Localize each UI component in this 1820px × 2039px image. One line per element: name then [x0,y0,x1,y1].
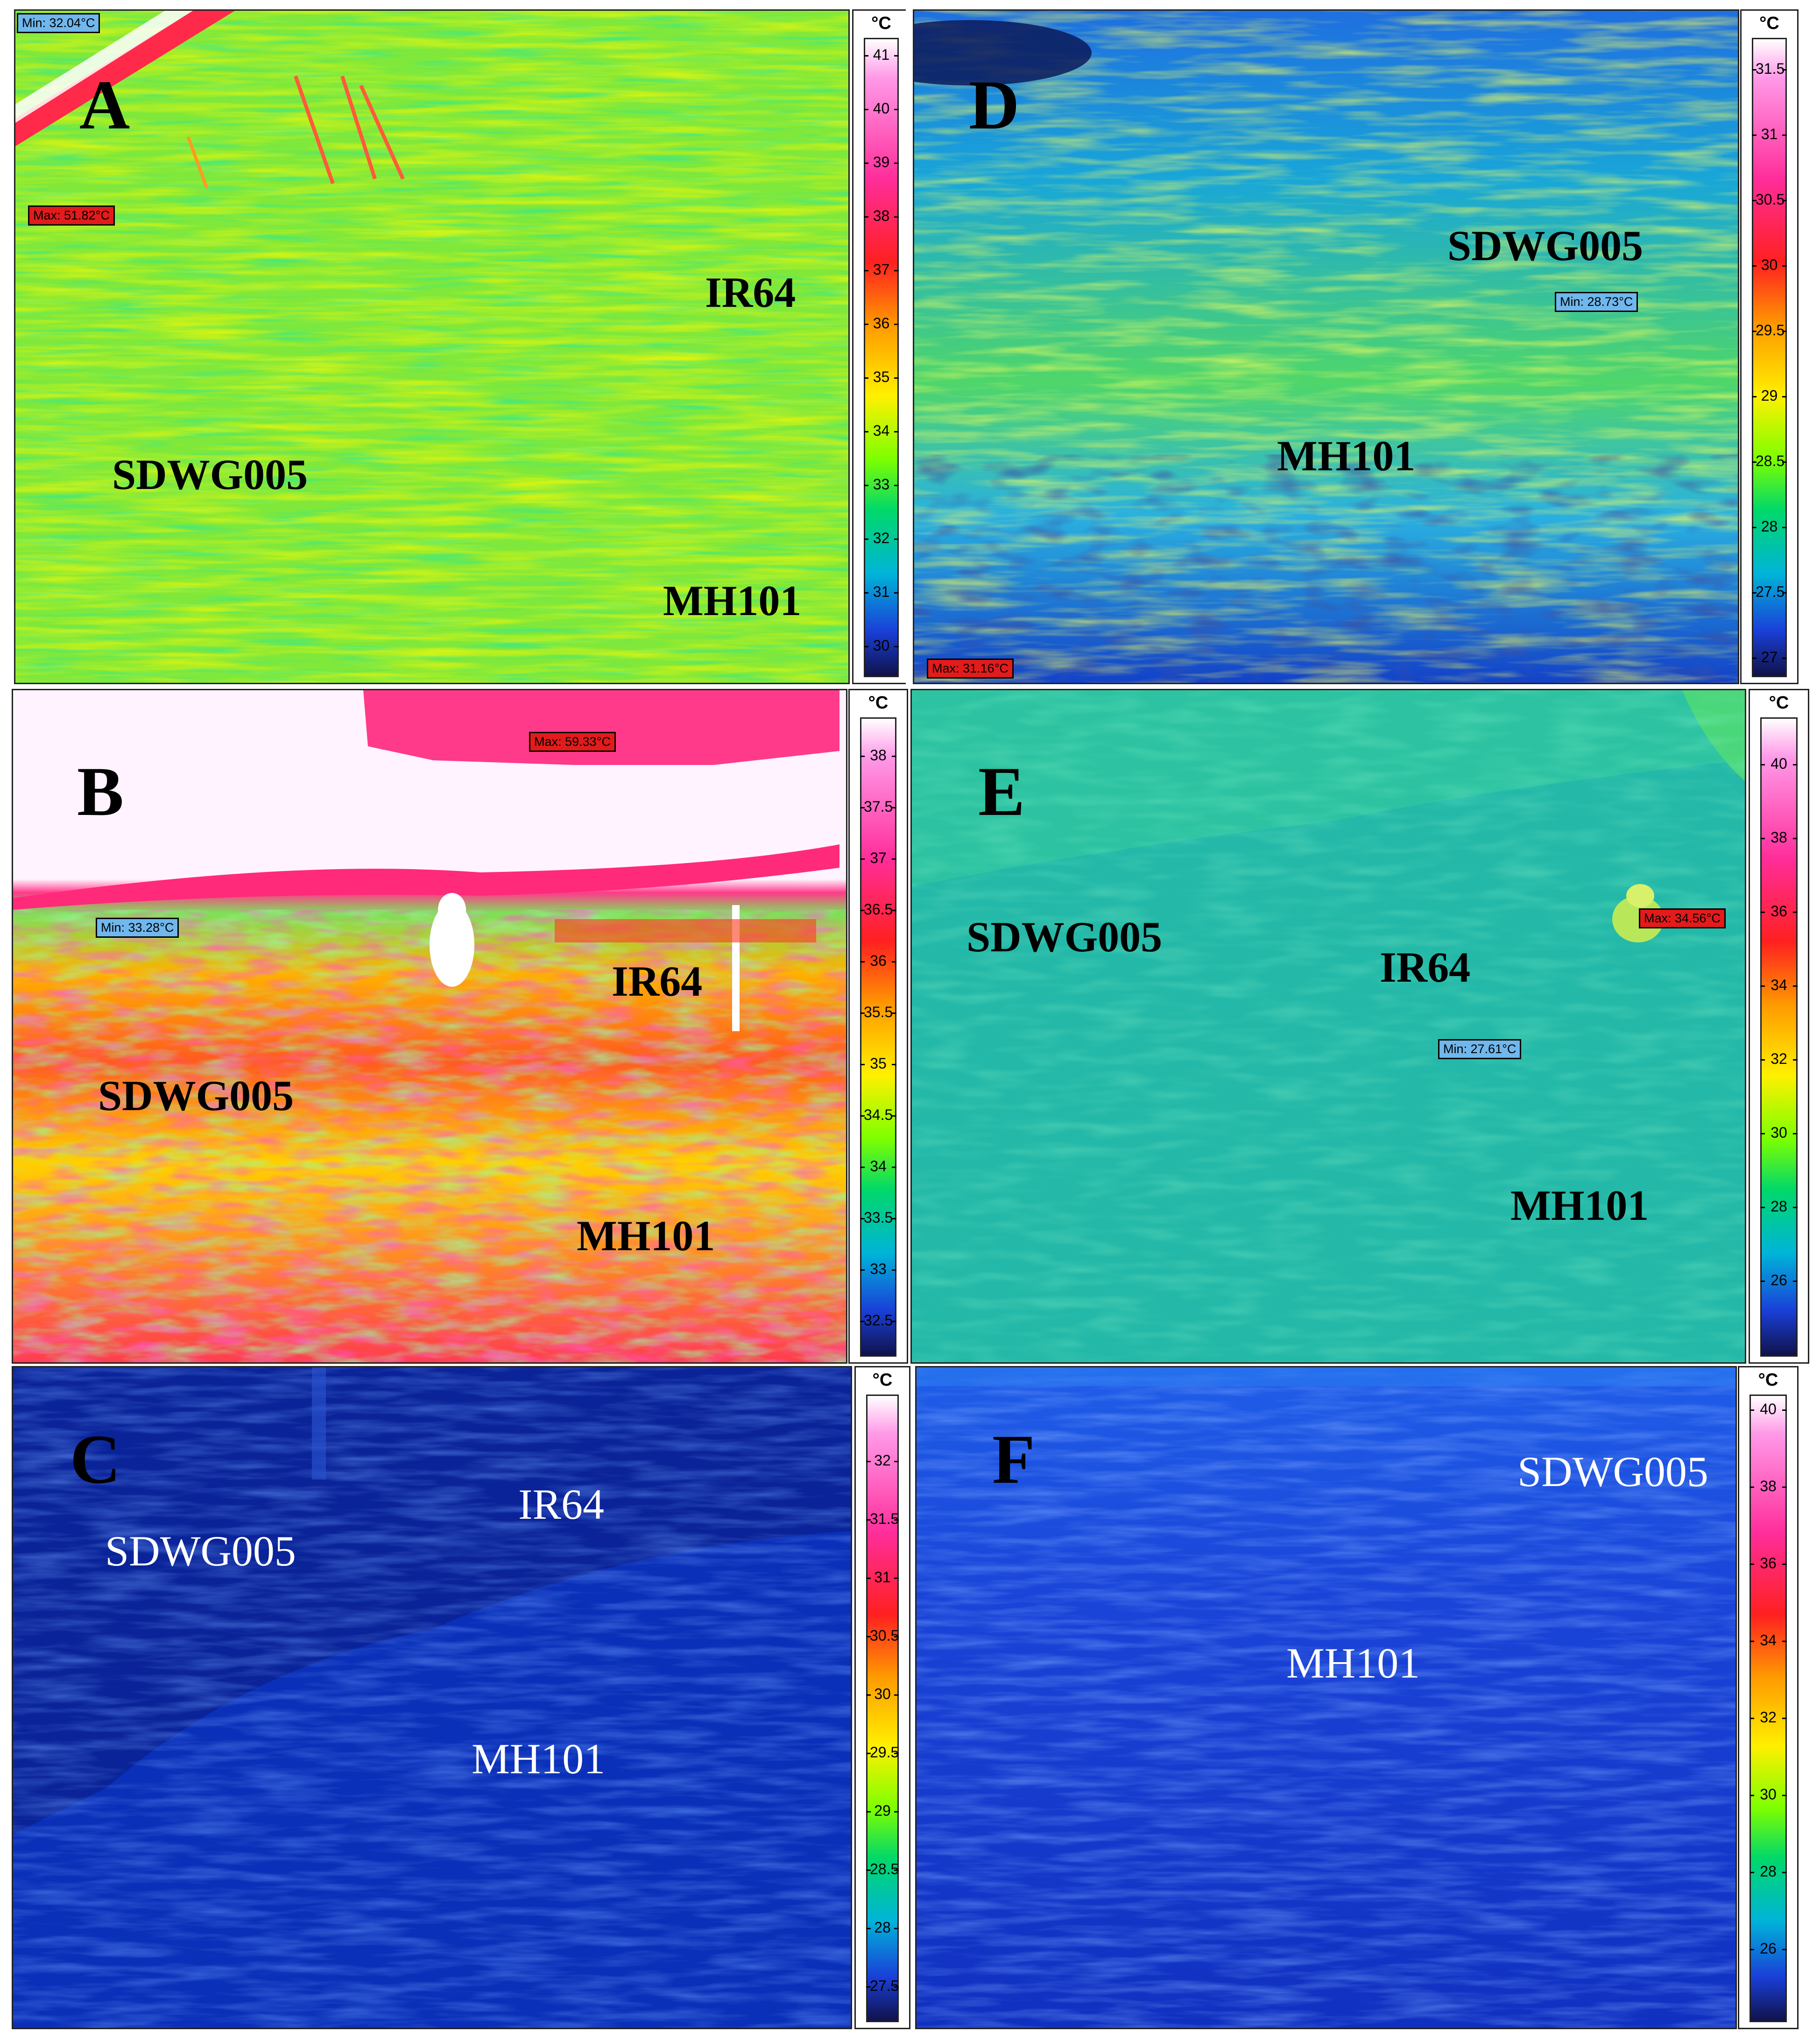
temperature-scale-d: °C 31.5 31 30.5 30 29.5 29 28.5 28 27.5 … [1740,9,1799,684]
variety-label-sdwg005: SDWG005 [105,1527,296,1575]
panel-d: D Min: 28.73°C Max: 31.16°C SDWG005 MH10… [913,9,1809,684]
variety-label-ir64: IR64 [705,269,796,316]
panel-f: F SDWG005 MH101 °C 40 38 36 34 32 30 28 … [915,1366,1809,2029]
thermal-field-d [914,11,1738,683]
thermal-image-b [12,689,847,1364]
temperature-scale-b: °C 38 37.5 37 36.5 36 35.5 35 34.5 34 33… [848,689,908,1364]
variety-label-mh101: MH101 [1286,1639,1420,1687]
min-temperature-tag: Min: 27.61°C [1438,1039,1522,1059]
variety-label-sdwg005: SDWG005 [112,451,308,498]
thermal-image-c [12,1366,852,2029]
max-temperature-tag: Max: 31.16°C [927,658,1014,679]
thermal-field-b [13,690,846,1362]
variety-label-mh101: MH101 [472,1735,606,1783]
temperature-scale-a: °C 41 40 39 38 37 36 35 34 33 32 31 30 [852,9,906,684]
variety-label-mh101: MH101 [577,1212,715,1260]
color-bar [866,1395,899,2022]
variety-label-mh101: MH101 [1277,432,1416,480]
min-temperature-tag: Min: 28.73°C [1555,292,1638,312]
variety-label-ir64: IR64 [1380,943,1471,991]
scale-unit: °C [872,1370,893,1390]
panel-a: A Min: 32.04°C Max: 51.82°C IR64 SDWG005… [14,9,906,684]
panel-letter-c: C [70,1421,121,1498]
thermal-image-f [915,1366,1737,2029]
variety-label-sdwg005: SDWG005 [966,913,1163,961]
variety-label-ir64: IR64 [612,957,703,1005]
max-temperature-tag: Max: 51.82°C [28,205,115,226]
panel-c: C IR64 SDWG005 MH101 °C 32 31.5 31 30.5 … [12,1366,910,2029]
thermal-field-c [13,1367,851,2028]
panel-letter-d: D [969,66,1020,144]
scale-unit: °C [871,14,891,33]
thermal-image-a [14,9,850,684]
scale-unit: °C [868,693,889,713]
panel-e: E Min: 27.61°C Max: 34.56°C SDWG005 IR64… [910,689,1809,1364]
panel-letter-a: A [79,66,130,144]
variety-label-sdwg005: SDWG005 [1447,222,1644,269]
panel-letter-f: F [992,1421,1035,1498]
color-bar [864,38,899,677]
thermal-field-a [15,11,848,683]
variety-label-sdwg005: SDWG005 [98,1072,294,1119]
scale-unit: °C [1769,693,1789,713]
temperature-scale-c: °C 32 31.5 31 30.5 30 29.5 29 28.5 28 27… [854,1366,910,2029]
max-temperature-tag: Max: 34.56°C [1639,908,1726,928]
variety-label-sdwg005: SDWG005 [1517,1448,1708,1495]
panel-letter-b: B [77,753,124,830]
max-temperature-tag: Max: 59.33°C [529,732,616,752]
thermal-field-f [917,1367,1735,2028]
variety-label-mh101: MH101 [1510,1182,1649,1229]
thermal-image-d [913,9,1739,684]
variety-label-ir64: IR64 [518,1480,604,1528]
thermal-image-e [910,689,1746,1364]
temperature-scale-f: °C 40 38 36 34 32 30 28 26 [1738,1366,1799,2029]
color-bar [1752,38,1787,677]
scale-unit: °C [1759,14,1779,33]
color-bar [1749,1395,1787,2022]
min-temperature-tag: Min: 33.28°C [96,918,179,938]
panel-letter-e: E [978,753,1025,830]
temperature-scale-e: °C 40 38 36 34 32 30 28 26 [1749,689,1809,1364]
thermal-field-e [912,690,1745,1362]
min-temperature-tag: Min: 32.04°C [17,13,100,33]
color-bar [860,717,896,1357]
panel-b: B Min: 33.28°C Max: 59.33°C IR64 SDWG005… [12,689,908,1364]
variety-label-mh101: MH101 [663,577,802,624]
scale-unit: °C [1758,1370,1778,1390]
color-bar [1760,717,1798,1357]
